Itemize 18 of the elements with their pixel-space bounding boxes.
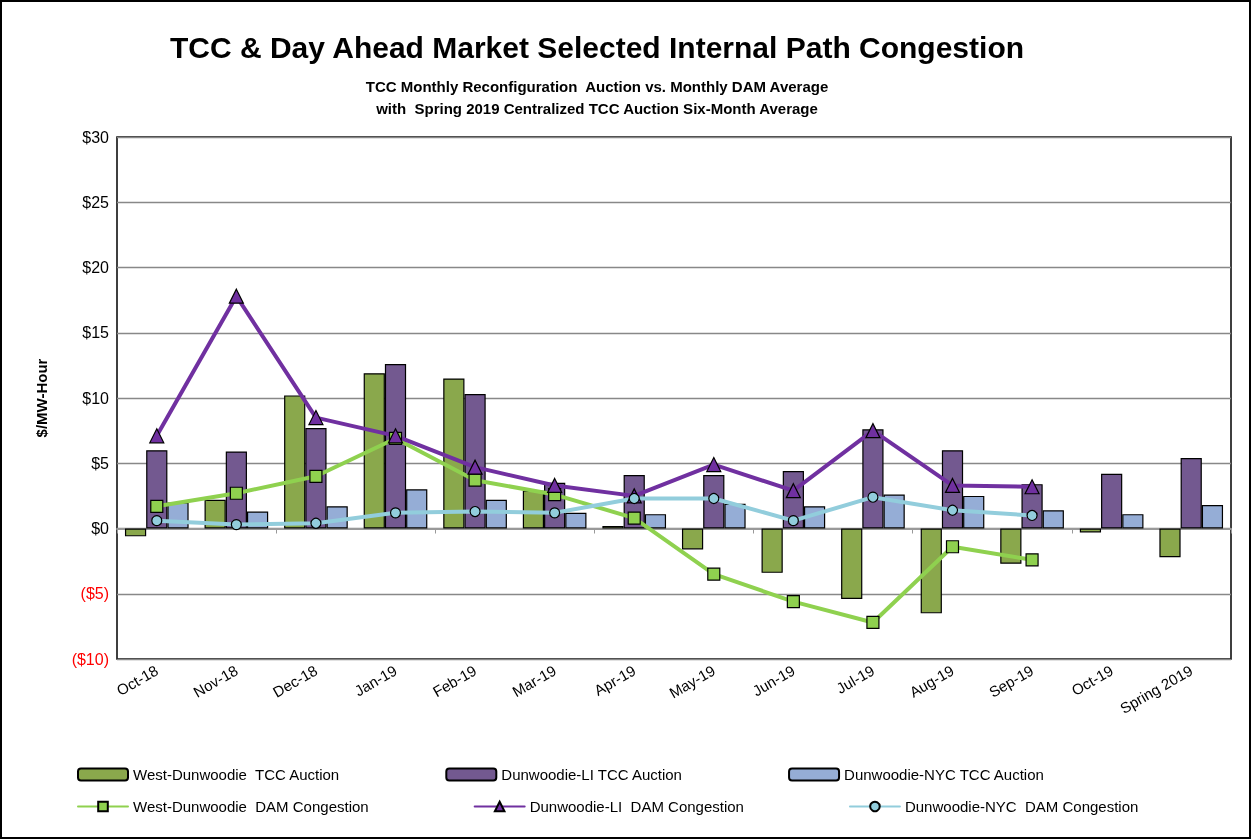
- legend-label: West-Dunwoodie DAM Congestion: [133, 798, 369, 815]
- y-tick-label: $15: [82, 324, 110, 342]
- y-tick-label: $5: [91, 454, 110, 472]
- legend-label: Dunwoodie-NYC TCC Auction: [844, 766, 1044, 783]
- legend-label: West-Dunwoodie TCC Auction: [133, 766, 340, 783]
- chart-title: TCC & Day Ahead Market Selected Internal Path Congestion: [169, 30, 1025, 64]
- y-tick-label: $0: [91, 520, 110, 537]
- y-axis-title: $/MW-Hour: [33, 358, 50, 438]
- y-tick-label: $20: [82, 259, 110, 276]
- y-tick-label: $25: [82, 193, 110, 211]
- y-tick-label: ($10): [71, 650, 109, 668]
- chart-subtitle: TCC Monthly Reconfiguration Auction vs. Monthly DAM Average with Spring 2019 Centralized TCC Auction Six-Month Average: [365, 77, 829, 117]
- legend-label: Dunwoodie-LI DAM Congestion: [529, 798, 744, 815]
- legend-label: Dunwoodie-LI TCC Auction: [501, 766, 682, 783]
- y-tick-label: $30: [82, 128, 110, 146]
- y-tick-label: $10: [82, 389, 110, 407]
- legend-label: Dunwoodie-NYC DAM Congestion: [904, 798, 1139, 815]
- y-tick-label: ($5): [80, 585, 109, 603]
